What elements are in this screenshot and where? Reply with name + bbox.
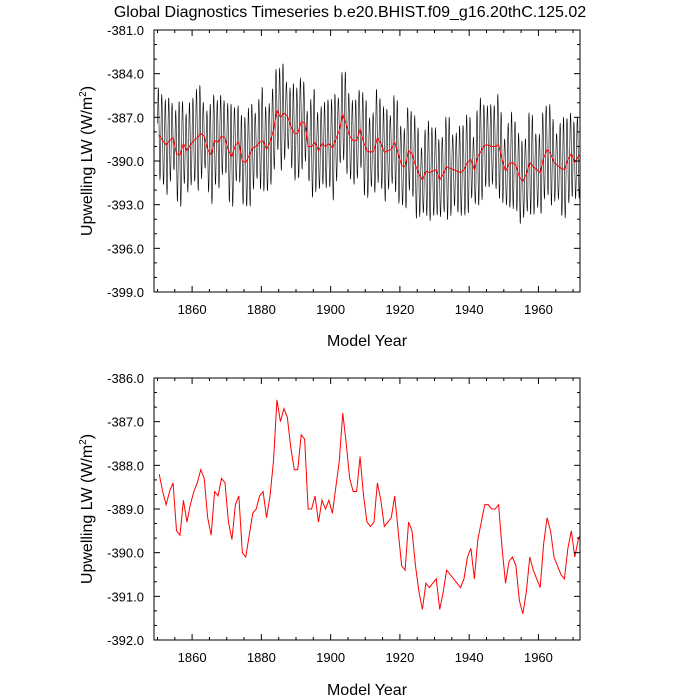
chart-title: Global Diagnostics Timeseries b.e20.BHIS… bbox=[114, 4, 586, 21]
y-axis-label-close: ) bbox=[79, 86, 96, 91]
annual-mean-line bbox=[158, 399, 580, 614]
x-tick-label: 1880 bbox=[247, 650, 276, 665]
x-tick-label: 1900 bbox=[316, 302, 345, 317]
x-tick-label: 1960 bbox=[524, 302, 553, 317]
tick-layer: 1860 1880 1900 1920 1940 1960 -386.0 -387.0 -388… bbox=[107, 371, 580, 665]
y-tick-label: -399.0 bbox=[107, 285, 144, 300]
y-tick-label: -387.0 bbox=[107, 110, 144, 125]
y-tick-label: -392.0 bbox=[107, 633, 144, 648]
x-axis-label: Model Year bbox=[327, 333, 408, 350]
series-group bbox=[157, 63, 580, 224]
y-tick-label: -391.0 bbox=[107, 589, 144, 604]
annual-mean-line bbox=[158, 108, 580, 183]
y-axis-label: Upwelling LW (W/m2) bbox=[78, 86, 96, 236]
monthly-line bbox=[157, 63, 580, 224]
annual-timeseries-panel: 1860 1880 1900 1920 1940 1960 -386.0 -387.0 -388… bbox=[78, 371, 581, 699]
y-axis-label-main: Upwelling LW (W/m bbox=[79, 97, 96, 236]
y-axis-label: Upwelling LW (W/m2) bbox=[78, 434, 96, 584]
plot-frame bbox=[153, 377, 581, 641]
x-tick-label: 1940 bbox=[455, 302, 484, 317]
x-tick-label: 1940 bbox=[455, 650, 484, 665]
y-tick-label: -390.0 bbox=[107, 154, 144, 169]
y-axis-label-superscript: 2 bbox=[78, 439, 89, 445]
x-tick-label: 1920 bbox=[385, 650, 414, 665]
x-tick-label: 1860 bbox=[178, 650, 207, 665]
y-tick-label: -393.0 bbox=[107, 198, 144, 213]
series-layer bbox=[157, 63, 580, 224]
x-tick-label: 1880 bbox=[247, 302, 276, 317]
y-tick-label: -388.0 bbox=[107, 458, 144, 473]
x-tick-label: 1920 bbox=[385, 302, 414, 317]
y-axis-label-superscript: 2 bbox=[78, 91, 89, 97]
y-axis-label-close: ) bbox=[79, 434, 96, 439]
y-tick-label: -387.0 bbox=[107, 415, 144, 430]
y-tick-label: -389.0 bbox=[107, 502, 144, 517]
y-tick-label: -396.0 bbox=[107, 241, 144, 256]
y-tick-label: -384.0 bbox=[107, 67, 144, 82]
x-tick-label: 1900 bbox=[316, 650, 345, 665]
y-tick-label: -386.0 bbox=[107, 371, 144, 386]
tick-layer: 1860 1880 1900 1920 1940 1960 -381.0 -384.0 -387… bbox=[107, 23, 580, 317]
x-tick-label: 1860 bbox=[178, 302, 207, 317]
y-tick-label: -390.0 bbox=[107, 546, 144, 561]
x-axis-label: Model Year bbox=[327, 682, 408, 699]
series-group bbox=[158, 399, 580, 614]
y-axis-label-main: Upwelling LW (W/m bbox=[79, 445, 96, 584]
monthly-timeseries-panel: 1860 1880 1900 1920 1940 1960 -381.0 -384.0 -387… bbox=[78, 23, 581, 350]
x-tick-label: 1960 bbox=[524, 650, 553, 665]
y-tick-label: -381.0 bbox=[107, 23, 144, 38]
series-layer bbox=[158, 399, 580, 614]
